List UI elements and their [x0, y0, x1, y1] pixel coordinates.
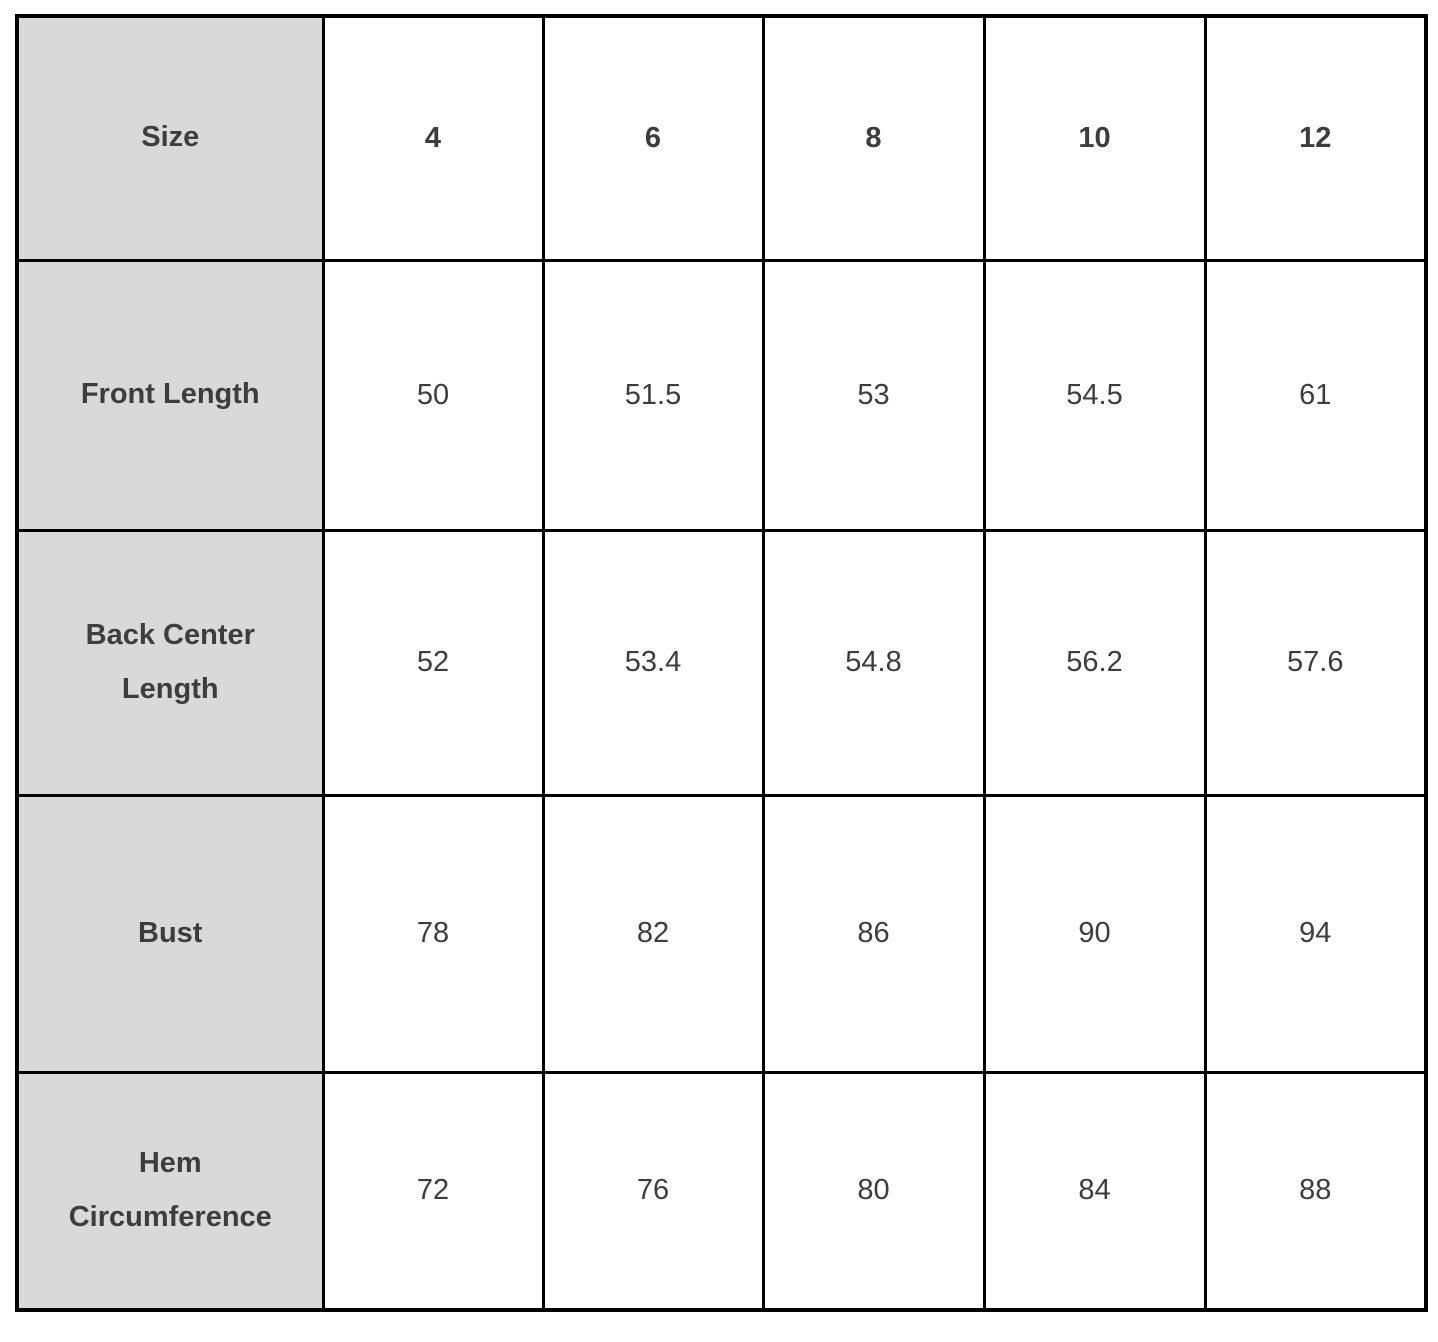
corner-label-size: Size	[15, 14, 325, 262]
value-cell: 88	[1203, 1070, 1428, 1312]
value-cell: 72	[321, 1070, 545, 1312]
size-chart-table: Size 4 6 8 10 12 Front Length 50 51.5 53…	[15, 14, 1428, 1312]
value-cell: 61	[1203, 258, 1428, 532]
value-cell: 54.8	[761, 528, 986, 797]
column-header-size-10: 10	[982, 14, 1207, 262]
value-cell: 56.2	[982, 528, 1207, 797]
row-label-front-length: Front Length	[15, 258, 325, 532]
value-cell: 54.5	[982, 258, 1207, 532]
value-cell: 86	[761, 793, 986, 1074]
value-cell: 94	[1203, 793, 1428, 1074]
column-header-size-6: 6	[541, 14, 765, 262]
column-header-size-8: 8	[761, 14, 986, 262]
row-label-hem-circumference: Hem Circumference	[15, 1070, 325, 1312]
value-cell: 80	[761, 1070, 986, 1312]
value-cell: 90	[982, 793, 1207, 1074]
row-label-bust: Bust	[15, 793, 325, 1074]
table-row-back-center-length: Back Center Length 52 53.4 54.8 56.2 57.…	[15, 528, 1428, 797]
row-label-back-center-length: Back Center Length	[15, 528, 325, 797]
value-cell: 57.6	[1203, 528, 1428, 797]
value-cell: 52	[321, 528, 545, 797]
value-cell: 50	[321, 258, 545, 532]
table-row-hem-circumference: Hem Circumference 72 76 80 84 88	[15, 1070, 1428, 1312]
column-header-size-4: 4	[321, 14, 545, 262]
table-row-front-length: Front Length 50 51.5 53 54.5 61	[15, 258, 1428, 532]
value-cell: 78	[321, 793, 545, 1074]
value-cell: 82	[541, 793, 765, 1074]
value-cell: 51.5	[541, 258, 765, 532]
value-cell: 84	[982, 1070, 1207, 1312]
header-row: Size 4 6 8 10 12	[15, 14, 1428, 262]
value-cell: 53	[761, 258, 986, 532]
table-row-bust: Bust 78 82 86 90 94	[15, 793, 1428, 1074]
value-cell: 76	[541, 1070, 765, 1312]
column-header-size-12: 12	[1203, 14, 1428, 262]
value-cell: 53.4	[541, 528, 765, 797]
